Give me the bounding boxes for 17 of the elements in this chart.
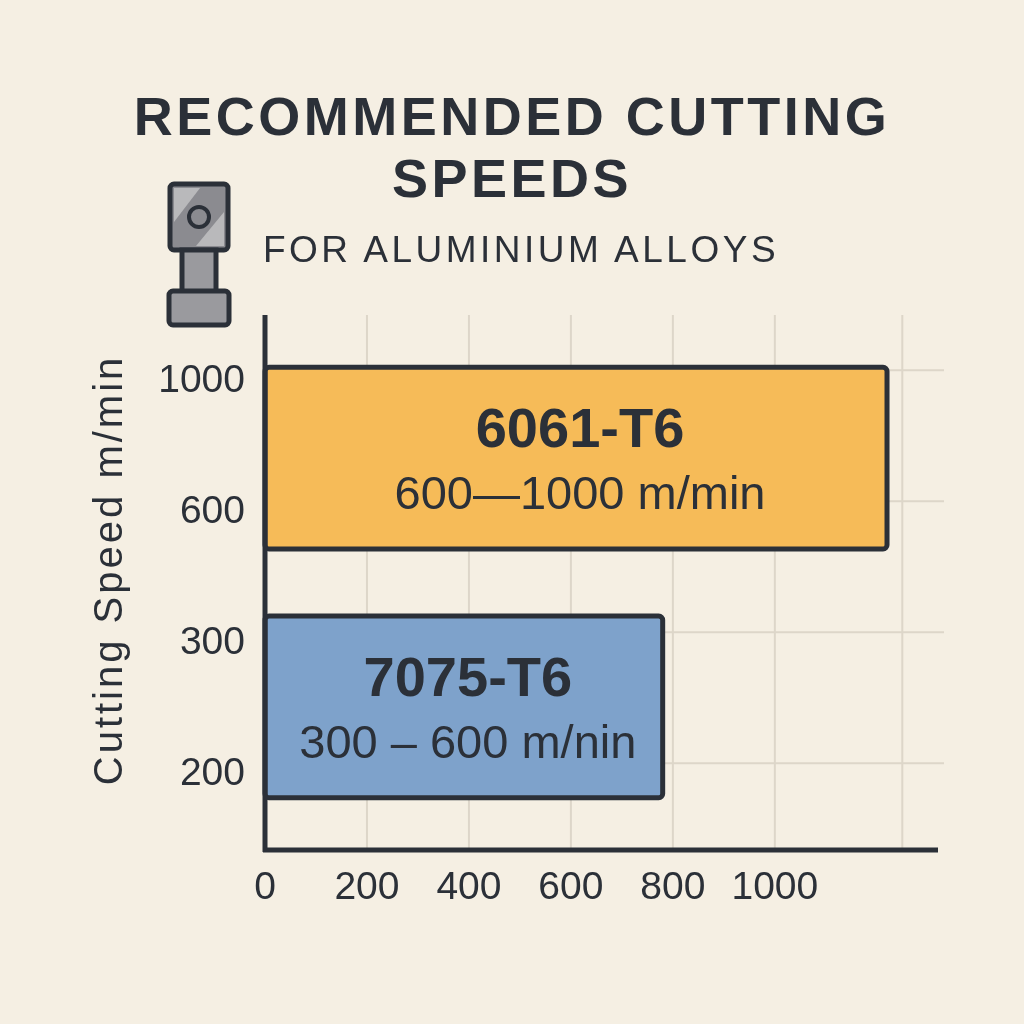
text: 1000 (158, 357, 245, 401)
annotation: 300 – 600 m/nin (299, 714, 637, 768)
text: 200 (179, 750, 245, 794)
x-tick-label: 600 (538, 864, 604, 907)
annotation: 600—1000 m/min (394, 466, 766, 520)
y-tick-label: 6061-T6 (475, 396, 685, 460)
x-tick-label: 1000 (731, 864, 819, 907)
x-tick-label: 400 (436, 864, 502, 907)
chart-title: RECOMMENDED CUTTING SPEEDS (133, 86, 891, 208)
text: 600 (179, 488, 245, 532)
y-tick-label: 7075-T6 (363, 644, 573, 708)
x-tick-label: 200 (334, 864, 400, 907)
y-axis-title: Cutting Speed m/min (86, 354, 130, 786)
chart-subtitle: FOR ALUMINIUM ALLOYS (262, 229, 780, 270)
x-tick-label: 0 (254, 864, 276, 907)
text: 300 (179, 619, 245, 663)
x-tick-label: 800 (640, 864, 706, 907)
